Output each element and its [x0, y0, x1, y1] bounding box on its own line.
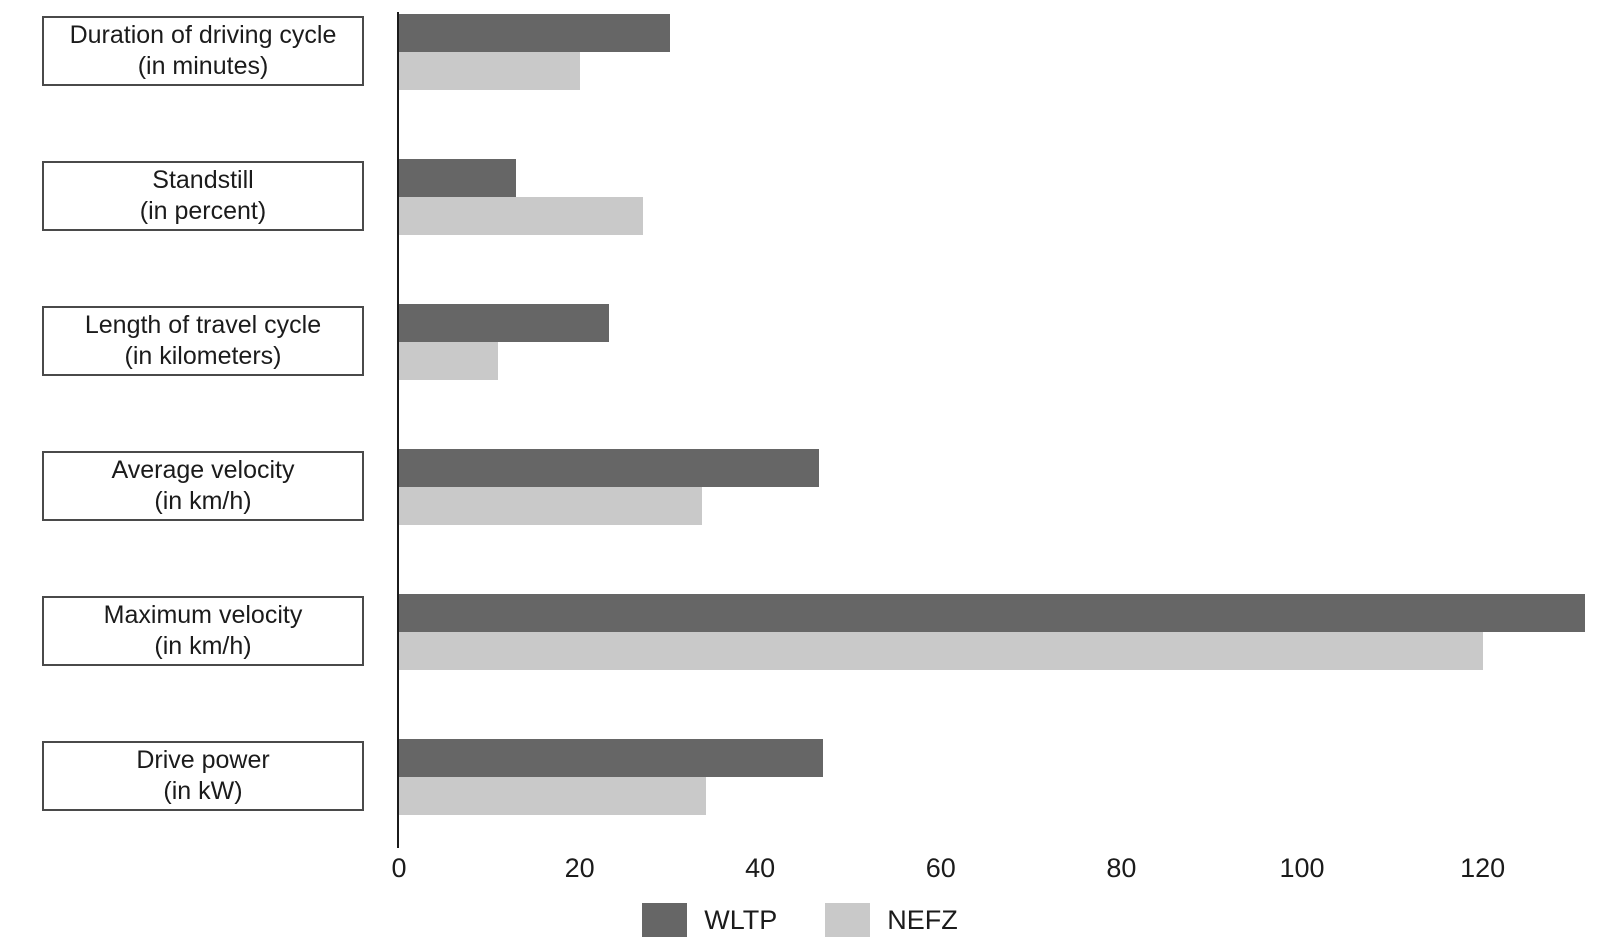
- category-box-standstill: Standstill (in percent): [42, 161, 364, 231]
- category-label: Length of travel cycle: [84, 311, 322, 339]
- legend-label-wltp: WLTP: [704, 905, 778, 935]
- legend-swatch-nefz: [825, 903, 871, 937]
- bar-wltp-drive-power: [399, 739, 824, 777]
- x-tick-label-100: 100: [1279, 853, 1325, 883]
- bar-wltp-maximum-velocity: [399, 594, 1585, 632]
- category-label: Maximum velocity: [103, 601, 303, 629]
- category-box-duration: Duration of driving cycle (in minutes): [42, 16, 364, 86]
- category-box-maximum-velocity: Maximum velocity (in km/h): [42, 596, 364, 666]
- bar-nefz-average-velocity: [399, 487, 703, 525]
- category-box-length: Length of travel cycle (in kilometers): [42, 306, 364, 376]
- category-unit: (in kW): [163, 777, 243, 805]
- legend: WLTP NEFZ: [0, 898, 1600, 942]
- x-tick-label-60: 60: [925, 853, 956, 883]
- bar-nefz-duration: [399, 52, 580, 90]
- category-unit: (in km/h): [154, 487, 252, 515]
- y-axis-line: [397, 12, 399, 848]
- category-unit: (in kilometers): [124, 342, 282, 370]
- plot-area: [399, 0, 1600, 850]
- x-tick-label-20: 20: [564, 853, 595, 883]
- category-label: Standstill: [152, 166, 254, 194]
- x-axis-ticks: 0 20 40 60 80 100 120: [391, 853, 1600, 885]
- category-unit: (in minutes): [137, 52, 269, 80]
- x-tick-label-40: 40: [745, 853, 776, 883]
- x-tick-label-0: 0: [391, 853, 407, 883]
- bar-nefz-length: [399, 342, 499, 380]
- category-unit: (in km/h): [154, 632, 252, 660]
- category-box-average-velocity: Average velocity (in km/h): [42, 451, 364, 521]
- x-tick-label-80: 80: [1106, 853, 1137, 883]
- bar-wltp-length: [399, 304, 609, 342]
- bar-nefz-maximum-velocity: [399, 632, 1483, 670]
- category-label: Average velocity: [111, 456, 295, 484]
- category-label: Drive power: [136, 746, 270, 774]
- legend-item-nefz: NEFZ: [825, 903, 958, 937]
- legend-label-nefz: NEFZ: [887, 905, 958, 935]
- bar-wltp-average-velocity: [399, 449, 819, 487]
- bar-nefz-drive-power: [399, 777, 707, 815]
- bar-wltp-duration: [399, 14, 670, 52]
- legend-item-wltp: WLTP: [642, 903, 777, 937]
- x-tick-label-120: 120: [1460, 853, 1506, 883]
- bar-wltp-standstill: [399, 159, 517, 197]
- legend-swatch-wltp: [642, 903, 688, 937]
- bar-nefz-standstill: [399, 197, 643, 235]
- category-unit: (in percent): [139, 197, 267, 225]
- category-label: Duration of driving cycle: [69, 21, 337, 49]
- category-box-drive-power: Drive power (in kW): [42, 741, 364, 811]
